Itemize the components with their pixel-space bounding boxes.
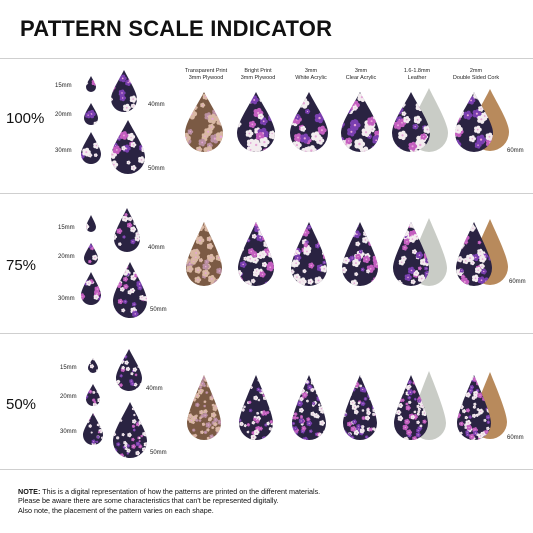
material-swatch xyxy=(291,222,327,286)
small-swatch xyxy=(86,384,100,406)
size-label-15mm: 15mm xyxy=(58,225,75,231)
size-label-15mm: 15mm xyxy=(60,365,77,371)
small-swatch xyxy=(114,208,140,252)
small-swatch xyxy=(84,243,98,265)
small-swatch xyxy=(86,76,96,92)
size-label-15mm: 15mm xyxy=(55,83,72,89)
material-swatch xyxy=(238,222,274,286)
section-divider-1 xyxy=(0,193,533,194)
material-swatch xyxy=(186,222,222,286)
size-label-60mm: 60mm xyxy=(509,279,526,285)
small-swatch xyxy=(83,413,103,445)
material-swatch xyxy=(343,375,377,440)
note-line-1: This is a digital representation of how … xyxy=(40,487,321,496)
size-label-40mm: 40mm xyxy=(146,386,163,392)
page-title: PATTERN SCALE INDICATOR xyxy=(20,16,333,41)
section-divider-2 xyxy=(0,333,533,334)
small-swatch xyxy=(86,215,96,232)
scale-label-50: 50% xyxy=(6,396,37,413)
size-label-20mm: 20mm xyxy=(58,254,75,260)
size-label-30mm: 30mm xyxy=(60,429,77,435)
material-label-clear-acrylic: 3mm Clear Acrylic xyxy=(345,68,377,81)
scale-label-75: 75% xyxy=(6,257,37,274)
section-divider-top xyxy=(0,58,533,59)
size-label-40mm: 40mm xyxy=(148,102,165,108)
size-label-20mm: 20mm xyxy=(55,112,72,118)
material-label-transparent-plywood: Transparent Print 3mm Plywood xyxy=(184,68,228,81)
small-swatch xyxy=(84,103,98,125)
material-swatch xyxy=(237,92,275,152)
material-label-white-acrylic: 3mm White Acrylic xyxy=(295,68,327,81)
footer-note: NOTE: This is a digital representation o… xyxy=(18,487,523,515)
material-swatch xyxy=(341,92,379,152)
small-swatch xyxy=(88,358,98,373)
material-label-bright-plywood: Bright Print 3mm Plywood xyxy=(240,68,276,81)
material-label-leather: 1.6-1.8mm Leather xyxy=(403,68,431,81)
material-label-cork: 2mm Double Sided Cork xyxy=(452,68,500,81)
small-swatch xyxy=(81,132,101,164)
material-swatch xyxy=(292,375,326,440)
material-swatch xyxy=(290,92,328,152)
small-swatch xyxy=(116,349,142,391)
material-swatch xyxy=(185,92,223,152)
scale-label-100: 100% xyxy=(6,110,45,127)
size-label-60mm: 60mm xyxy=(507,435,524,441)
size-label-30mm: 30mm xyxy=(58,296,75,302)
size-label-30mm: 30mm xyxy=(55,148,72,154)
small-swatch xyxy=(81,272,101,305)
size-label-20mm: 20mm xyxy=(60,394,77,400)
material-swatch xyxy=(239,375,273,440)
small-swatch xyxy=(113,262,147,318)
material-swatch xyxy=(394,375,428,440)
material-swatch xyxy=(342,222,378,286)
section-divider-bottom xyxy=(0,469,533,470)
material-swatch xyxy=(187,375,221,440)
size-label-50mm: 50mm xyxy=(150,307,167,313)
size-label-50mm: 50mm xyxy=(150,450,167,456)
size-label-60mm: 60mm xyxy=(507,148,524,154)
note-line-2: Please be aware there are some character… xyxy=(18,496,279,506)
note-label: NOTE: xyxy=(18,487,41,496)
note-line-3: Also note, the placement of the pattern … xyxy=(18,505,214,515)
size-label-40mm: 40mm xyxy=(148,245,165,251)
size-label-50mm: 50mm xyxy=(148,166,165,172)
small-swatch xyxy=(111,120,145,174)
small-swatch xyxy=(113,402,147,458)
small-swatch xyxy=(111,70,137,112)
